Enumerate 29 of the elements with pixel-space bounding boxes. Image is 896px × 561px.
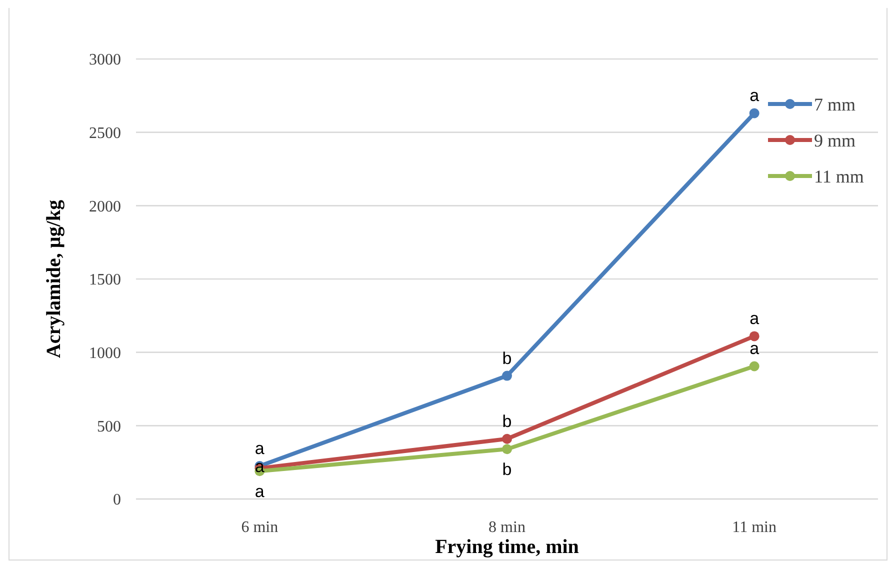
y-tick-label: 2000 bbox=[89, 198, 121, 216]
legend-label: 7 mm bbox=[814, 94, 856, 114]
annotation: b bbox=[502, 460, 512, 480]
annotation: a bbox=[750, 339, 760, 358]
y-tick-label: 1500 bbox=[89, 272, 121, 289]
x-tick-label: 8 min bbox=[488, 519, 526, 536]
point bbox=[749, 108, 760, 118]
legend-label: 9 mm bbox=[814, 130, 856, 150]
annotation: b bbox=[502, 348, 512, 368]
annotation: b bbox=[502, 412, 512, 431]
annotation: a bbox=[750, 309, 760, 328]
point bbox=[749, 361, 760, 372]
annotation: a bbox=[254, 482, 265, 502]
y-tick-label: 1000 bbox=[89, 344, 121, 362]
annotation: a bbox=[750, 86, 760, 106]
annotation: a bbox=[254, 438, 265, 458]
y-axis-title: Acrylamide, µg/kg bbox=[43, 200, 65, 358]
point bbox=[502, 434, 512, 444]
point bbox=[502, 370, 512, 381]
x-tick-label: 11 min bbox=[732, 519, 776, 536]
y-tick-label: 3000 bbox=[89, 52, 121, 69]
legend-label: 11 mm bbox=[814, 166, 864, 186]
point bbox=[749, 331, 760, 342]
y-tick-label: 0 bbox=[113, 492, 121, 509]
y-tick-label: 500 bbox=[97, 418, 121, 436]
point bbox=[502, 444, 512, 454]
x-axis-title: Frying time, min bbox=[435, 536, 579, 558]
y-tick-label: 2500 bbox=[89, 124, 121, 142]
x-tick-label: 6 min bbox=[241, 519, 278, 536]
